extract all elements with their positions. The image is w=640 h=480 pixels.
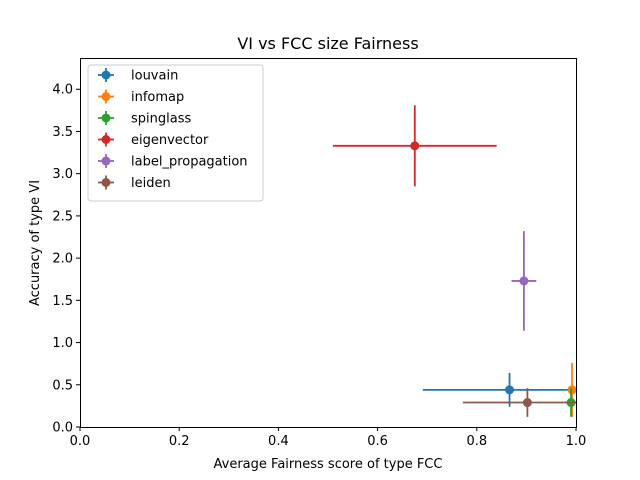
- legend-marker: [101, 178, 111, 187]
- legend-box: [87, 64, 264, 202]
- y-tick-label: 0.5: [52, 378, 73, 393]
- legend-item-eigenvector: eigenvector: [98, 132, 209, 148]
- series-leiden: [462, 388, 576, 417]
- x-axis-ticks: 0.0 0.2 0.4 0.6 0.8 1.0: [70, 427, 587, 449]
- legend-label: label_propagation: [131, 155, 248, 170]
- legend-marker: [101, 156, 111, 166]
- legend-item-spinglass: spinglass: [98, 111, 191, 127]
- x-tick-label: 0.8: [466, 434, 487, 449]
- y-tick-label: 0.0: [52, 421, 73, 436]
- series-label_propagation: [511, 231, 537, 331]
- x-tick-label: 0.0: [70, 434, 91, 449]
- x-tick-label: 0.4: [268, 434, 289, 449]
- legend-item-infomap: infomap: [98, 89, 184, 105]
- legend-marker: [101, 135, 111, 144]
- y-tick-label: 4.0: [52, 83, 73, 98]
- legend-marker: [101, 70, 111, 80]
- y-tick-label: 1.5: [52, 294, 73, 309]
- legend-label: spinglass: [131, 112, 191, 127]
- y-tick-label: 2.5: [52, 209, 73, 224]
- legend-label: infomap: [131, 90, 184, 105]
- legend-label: louvain: [131, 69, 178, 84]
- legend-label: eigenvector: [131, 133, 209, 148]
- legend: louvain infomap spinglass eigenvector label_…: [87, 64, 264, 202]
- plot-marks: [332, 105, 576, 417]
- x-tick-label: 0.6: [367, 434, 388, 449]
- y-tick-label: 3.0: [52, 167, 73, 182]
- x-axis-label: Average Fairness score of type FCC: [214, 457, 443, 472]
- series-louvain: [422, 372, 576, 407]
- legend-item-louvain: louvain: [98, 68, 178, 84]
- plot-frame: [80, 58, 577, 428]
- data-point: [522, 398, 532, 408]
- data-point: [410, 141, 420, 151]
- series-layer: [332, 105, 576, 417]
- data-point: [519, 276, 529, 286]
- legend-label: leiden: [131, 176, 171, 191]
- y-axis-ticks: 0.0 0.5 1.0 1.5 2.0 2.5 3.0 3.5 4.0: [52, 83, 80, 436]
- y-tick-label: 3.5: [52, 125, 73, 140]
- data-point: [567, 385, 576, 395]
- legend-item-label_propagation: label_propagation: [98, 154, 248, 170]
- chart-title: VI vs FCC size Fairness: [237, 34, 418, 53]
- y-tick-label: 2.0: [52, 252, 73, 267]
- x-tick-label: 0.2: [169, 434, 190, 449]
- series-eigenvector: [332, 105, 497, 187]
- legend-item-leiden: leiden: [98, 175, 171, 191]
- y-tick-label: 1.0: [52, 336, 73, 351]
- legend-marker: [101, 92, 111, 101]
- y-axis-label: Accuracy of type VI: [28, 180, 43, 306]
- data-point: [505, 385, 515, 395]
- x-tick-label: 1.0: [566, 434, 587, 449]
- legend-marker: [101, 113, 111, 123]
